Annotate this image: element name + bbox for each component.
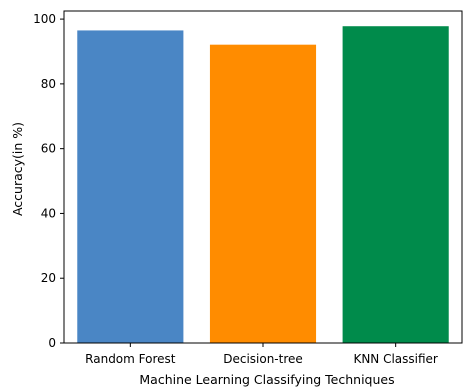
bar-decision-tree: [209, 44, 317, 343]
bars-layer: [77, 26, 449, 344]
y-tick-label: 40: [41, 206, 56, 220]
x-tick-label: KNN Classifier: [353, 352, 437, 366]
y-tick-label: 20: [41, 271, 56, 285]
y-tick-label: 60: [41, 142, 56, 156]
x-axis-title: Machine Learning Classifying Techniques: [139, 372, 394, 387]
y-tick-label: 80: [41, 77, 56, 91]
y-axis-title: Accuracy(in %): [10, 122, 25, 216]
y-tick-label: 100: [33, 12, 56, 26]
x-tick-label: Random Forest: [85, 352, 176, 366]
y-axis-ticks: 0 20 40 60 80 100: [33, 12, 64, 350]
x-tick-label: Decision-tree: [223, 352, 303, 366]
y-tick-label: 0: [48, 336, 56, 350]
x-axis-ticks: Random Forest Decision-tree KNN Classifier: [85, 343, 438, 366]
bar-random-forest: [77, 30, 184, 344]
bar-knn-classifier: [342, 26, 449, 343]
